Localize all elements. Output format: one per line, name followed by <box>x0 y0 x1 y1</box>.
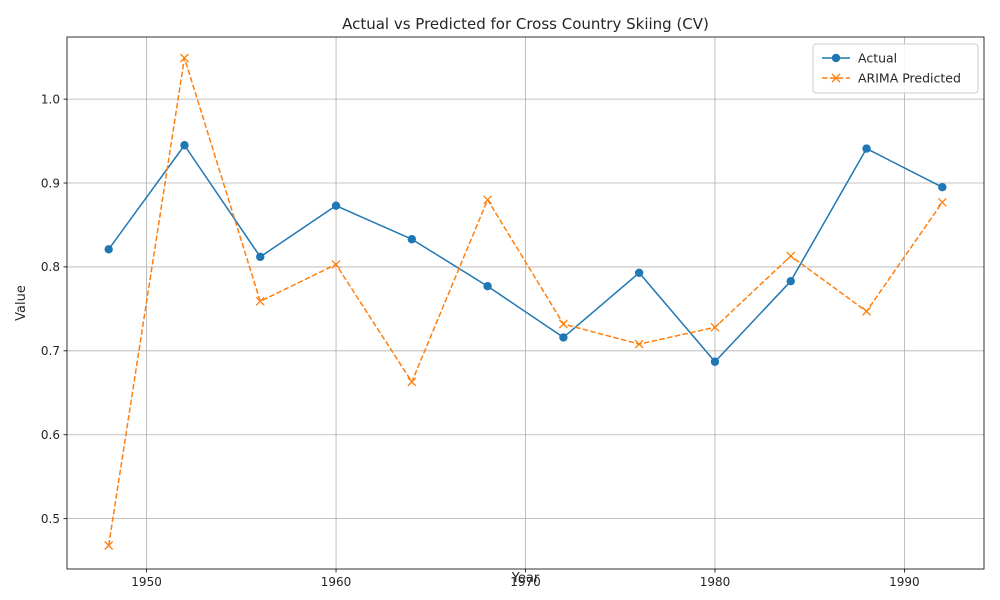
data-point-actual <box>331 201 341 210</box>
y-tick-label: 0.5 <box>41 512 60 526</box>
x-axis-label: Year <box>511 571 540 586</box>
x-tick-label: 1990 <box>889 575 920 589</box>
data-point-actual <box>256 252 265 262</box>
axis-ticks: 1950 1960 1970 1980 1990 0.5 0.6 0.7 0.8 0.9 1.0 <box>41 92 920 589</box>
data-point-predicted <box>634 339 644 349</box>
data-point-predicted <box>786 251 796 261</box>
data-point-predicted <box>331 259 341 269</box>
legend-marker-actual <box>831 53 841 63</box>
data-point-predicted <box>937 197 947 207</box>
y-tick-label: 0.6 <box>41 428 60 442</box>
data-point-actual <box>483 282 492 291</box>
data-point-actual <box>862 144 871 153</box>
chart-title: Actual vs Predicted for Cross Country Sk… <box>342 15 709 33</box>
y-tick-label: 0.9 <box>41 176 60 190</box>
y-tick-label: 0.7 <box>41 344 60 358</box>
legend-box <box>812 43 979 94</box>
data-point-actual <box>634 268 644 277</box>
grid <box>67 37 984 569</box>
data-point-predicted <box>180 53 189 63</box>
data-point-predicted <box>483 195 493 205</box>
y-tick-label: 0.8 <box>41 260 60 274</box>
data-point-predicted <box>710 322 720 332</box>
x-tick-label: 1970 <box>510 575 541 589</box>
legend: Actual ARIMA Predicted <box>812 43 979 94</box>
legend-label-predicted: ARIMA Predicted <box>858 71 961 86</box>
x-tick-label: 1960 <box>321 575 352 589</box>
data-point-predicted <box>104 541 114 550</box>
series-layer <box>104 53 947 550</box>
y-axis-label: Value <box>14 285 29 321</box>
data-point-actual <box>786 276 795 286</box>
y-tick-label: 1.0 <box>41 92 60 106</box>
data-point-actual <box>407 235 417 244</box>
data-point-predicted <box>862 306 871 316</box>
legend-marker-predicted <box>831 73 841 83</box>
x-tick-label: 1980 <box>700 575 731 589</box>
data-point-predicted <box>558 319 568 329</box>
data-point-actual <box>180 141 189 150</box>
data-point-actual <box>104 245 113 254</box>
series-line-actual <box>108 144 943 363</box>
series-line-predicted <box>107 57 943 546</box>
legend-label-actual: Actual <box>858 51 897 66</box>
data-point-actual <box>938 183 947 192</box>
data-point-actual <box>559 333 568 342</box>
data-point-predicted <box>255 296 265 306</box>
data-point-actual <box>710 357 720 366</box>
x-tick-label: 1950 <box>131 575 162 589</box>
data-point-predicted <box>407 377 417 387</box>
